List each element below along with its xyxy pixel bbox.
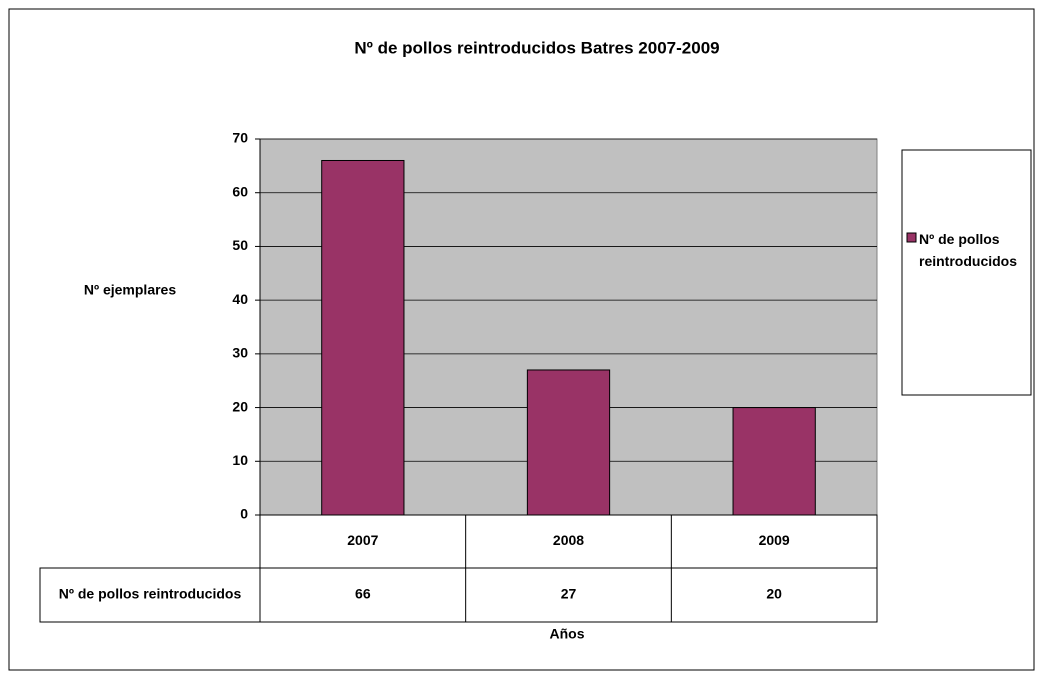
data-table-row: [39, 567, 261, 623]
y-tick-label: 10: [232, 452, 248, 468]
data-table-value: 27: [561, 586, 577, 602]
data-table-value: 66: [355, 586, 371, 602]
data-table-series-name: Nº de pollos reintroducidos: [59, 586, 242, 602]
x-tick-label: 2008: [553, 532, 584, 548]
y-axis-label: Nº ejemplares: [84, 282, 176, 298]
legend-swatch: [906, 232, 917, 243]
y-tick-label: 30: [232, 345, 248, 361]
y-tick-label: 0: [240, 506, 248, 522]
bar: [321, 159, 405, 516]
x-axis-label: Años: [550, 626, 585, 642]
y-tick-label: 40: [232, 291, 248, 307]
y-tick-label: 50: [232, 237, 248, 253]
bar: [526, 369, 611, 516]
x-tick-label: 2007: [347, 532, 378, 548]
chart-title: Nº de pollos reintroducidos Batres 2007-…: [354, 38, 719, 57]
legend-box: [901, 149, 1032, 396]
y-tick-label: 70: [232, 130, 248, 146]
y-tick-label: 60: [232, 183, 248, 199]
y-tick-label: 20: [232, 398, 248, 414]
legend-label: Nº de pollos reintroducidos: [919, 231, 1018, 269]
bar: [732, 407, 816, 516]
data-table-value: 20: [766, 586, 782, 602]
x-tick-label: 2009: [759, 532, 790, 548]
